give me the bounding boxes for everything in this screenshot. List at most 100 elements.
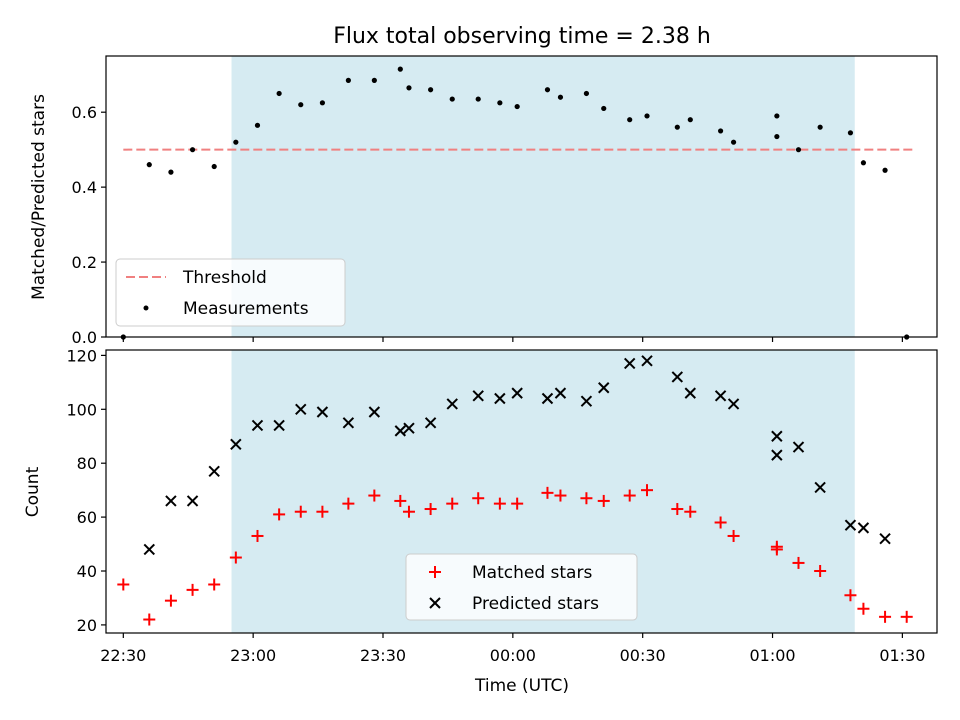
top-legend-box [115,258,346,327]
predicted-stars-point [714,390,727,402]
measurement-point [428,87,434,93]
y-tick-label: 40 [77,562,97,581]
matched-stars-point [164,594,177,607]
matched-stars-point [208,578,221,591]
matched-stars-point [580,492,593,505]
matched-stars-point [273,508,286,521]
measurement-point [795,147,802,153]
predicted-stars-point [186,495,199,507]
top-panel: 0.0 0.2 0.4 0.6 Matched/Predicted stars Thr… [29,55,938,347]
bottom-panel-legend: Matched stars Predicted stars [405,553,638,621]
y-tick-label: 100 [66,400,97,419]
matched-stars-point [229,551,242,564]
measurement-point [211,163,217,170]
legend-matched-label: Matched stars [472,563,592,583]
measurement-point [774,113,780,119]
matched-stars-point [684,505,697,518]
matched-stars-point [186,583,199,596]
matched-stars-point [402,505,415,518]
measurement-point [406,85,412,91]
matched-stars-point [143,613,156,626]
predicted-stars-point [446,398,458,410]
measurement-point [627,117,633,123]
predicted-stars-point [424,417,437,429]
y-tick-label: 60 [77,508,97,527]
predicted-stars-point [541,392,554,405]
y-tick-label: 120 [66,346,97,365]
x-tick-label: 22:30 [100,646,146,665]
measurement-point [860,160,867,166]
measurement-point [557,94,564,100]
matched-stars-point [342,497,355,510]
measurement-point [717,128,724,134]
matched-stars-point [727,529,740,542]
measurement-point [298,102,304,108]
predicted-stars-point [623,357,636,370]
predicted-stars-point [208,465,220,477]
matched-stars-point [511,497,524,510]
measurement-point [644,113,650,119]
predicted-stars-point [684,387,697,399]
matched-stars-point [623,489,636,502]
y-tick-label: 0.0 [72,328,97,347]
predicted-stars-point [598,382,610,394]
predicted-stars-point [641,355,653,367]
predicted-stars-point [143,543,155,556]
predicted-stars-point [165,495,177,507]
measurement-point [847,130,854,136]
matched-stars-point [770,540,783,553]
predicted-stars-point [857,522,870,534]
x-tick-label: 00:00 [490,646,536,665]
predicted-stars-point [403,422,415,434]
measurement-point [449,96,455,102]
measurement-point [276,90,282,97]
measurement-point [345,77,351,83]
matched-stars-point [641,484,654,497]
matched-stars-point [554,489,567,502]
matched-stars-point [879,610,892,623]
bottom-panel-frame [105,349,938,634]
top-panel-ticks: 0.0 0.2 0.4 0.6 [72,103,903,347]
matched-stars-point [251,529,264,542]
predicted-stars-point [273,419,285,432]
matched-stars-point [844,589,857,602]
measurement-point [497,100,503,106]
measurement-point [544,87,551,93]
legend-threshold-label: Threshold [182,268,267,288]
predicted-stars-point [727,398,740,410]
legend-predicted-label: Predicted stars [472,594,599,614]
legend-predicted-swatch [429,597,441,609]
x-tick-label: 23:00 [230,646,276,665]
matched-stars-point [597,494,610,507]
top-panel-frame [105,55,938,338]
y-tick-label: 20 [77,616,97,635]
predicted-stars-point [295,403,307,416]
matched-stars-point [792,556,805,569]
measurement-point [601,105,607,112]
matched-stars-point [424,503,437,516]
predicted-stars-point [511,387,523,399]
predicted-stars-point [814,481,826,494]
legend-measurements-label: Measurements [183,299,309,319]
predicted-stars-point [844,519,857,531]
x-tick-label: 00:30 [620,646,666,665]
measurement-point [168,169,174,175]
y-tick-label: 0.6 [72,103,97,122]
x-tick-label: 23:30 [360,646,406,665]
legend-matched-swatch [429,566,441,578]
bottom-panel-ylabel: Count [23,466,43,517]
measurement-point [475,96,481,102]
legend-measurements-swatch [143,305,149,311]
matched-stars-point [714,516,727,529]
predicted-stars-point [771,449,783,461]
x-axis-label: Time (UTC) [474,676,569,696]
measurement-point [254,122,261,128]
predicted-stars-point [472,390,484,402]
matched-stars-point [541,486,554,499]
matched-stars-point [446,497,459,510]
predicted-stars-point [368,406,381,418]
measurement-point [730,139,737,145]
measurement-point [774,133,780,140]
matched-stars-point [368,489,381,502]
